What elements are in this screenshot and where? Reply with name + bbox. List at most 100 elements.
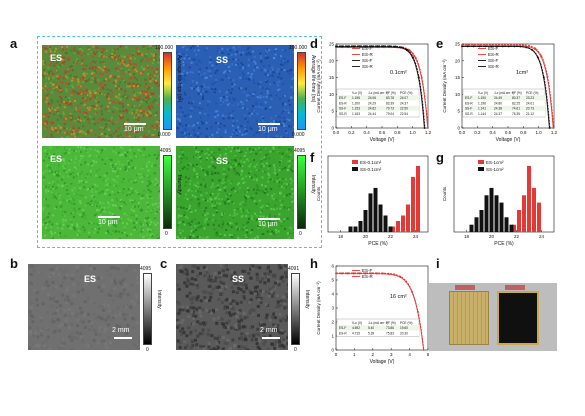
colorbar-title: Intensity <box>304 290 310 309</box>
series-point <box>540 55 543 57</box>
table-header: PCE (%) <box>400 91 412 95</box>
table-header: Vₒc (V) <box>352 321 362 325</box>
y-tick-label: 5 <box>331 109 334 114</box>
panel-letter-a: a <box>10 36 18 51</box>
series-point <box>467 45 469 48</box>
scale-text: 10 μm <box>258 221 278 228</box>
table-header: Jₛc (mA cm⁻²) <box>368 321 388 325</box>
series-point <box>534 47 537 50</box>
scalebar <box>98 216 120 218</box>
series-point <box>491 43 494 46</box>
panel-letter-b: b <box>10 256 18 271</box>
y-tick-label: 3 <box>331 306 334 311</box>
x-tick-label: 0.6 <box>505 130 512 135</box>
y-tick-label: 5 <box>331 278 334 283</box>
series-point <box>543 76 545 79</box>
bar <box>368 193 373 232</box>
map-label: ES <box>84 274 97 284</box>
series-line-ss-r <box>336 45 426 129</box>
y-tick-label: 2 <box>331 320 334 325</box>
bar <box>373 187 378 232</box>
lifetime-map-ss: SS 10 μm <box>176 45 294 138</box>
colorbar-max: 4091 <box>288 266 300 272</box>
scalebar <box>258 218 280 220</box>
series-point <box>496 45 498 48</box>
logo-left <box>455 285 475 290</box>
bar <box>474 217 479 232</box>
colorbar-max: 4095 <box>294 148 306 154</box>
macro-image-ss: SS 2 mm <box>176 264 288 350</box>
series-point <box>400 46 402 48</box>
bar <box>411 176 415 232</box>
bar <box>396 221 400 232</box>
colorbar-min: 0 <box>146 347 149 353</box>
bar <box>512 224 516 232</box>
x-tick-label: 0.0 <box>459 130 466 135</box>
table-header: FF (%) <box>386 91 396 95</box>
series-line-ss-r <box>462 45 551 129</box>
series-line-es-r <box>336 272 425 351</box>
table-row <box>463 105 545 111</box>
series-point <box>388 45 391 47</box>
series-point <box>513 45 516 48</box>
x-tick-label: 0.8 <box>520 130 527 135</box>
series-point <box>335 272 337 274</box>
table-cell: 75.35 <box>512 112 520 116</box>
panel-letter-i: i <box>436 256 440 271</box>
series-point <box>510 43 512 46</box>
table-cell: 1.190 <box>478 96 486 100</box>
legend-label: SS-R <box>488 64 500 69</box>
table-row <box>337 100 419 106</box>
series-point <box>421 76 423 79</box>
colorbar-lifetime-left <box>163 52 172 130</box>
annotation-label: 16 cm² <box>390 294 407 300</box>
scale-text: 10 μm <box>258 126 278 133</box>
x-tick-label: 24 <box>413 234 419 239</box>
table-cell: 75.83 <box>386 331 394 335</box>
x-tick-label: 2 <box>372 352 375 357</box>
x-tick-label: 0.4 <box>364 130 371 135</box>
x-tick-label: 20 <box>363 234 369 239</box>
table-cell: 24.29 <box>368 101 376 105</box>
table-cell: 79.73 <box>386 107 394 111</box>
legend-label: ES-R <box>362 52 374 57</box>
bar <box>522 195 526 232</box>
y-axis-label: Current Density (mA cm⁻²) <box>442 59 447 113</box>
annotation-label: 1cm² <box>516 70 528 76</box>
legend-label: ES-F <box>362 268 373 273</box>
y-axis-label: Current Density (mA cm⁻²) <box>316 59 321 113</box>
legend-label: ES-R <box>362 274 374 279</box>
series-point <box>525 46 528 49</box>
colorbar-intensity-left <box>163 155 172 229</box>
series-point <box>353 45 355 47</box>
bar <box>391 226 395 232</box>
x-tick-label: 0.8 <box>394 130 401 135</box>
table-cell: 82.25 <box>512 101 520 105</box>
series-point <box>537 56 539 59</box>
table-cell: 24.49 <box>494 96 502 100</box>
table-cell: 24.44 <box>368 112 376 116</box>
series-point <box>552 127 555 129</box>
table-cell: 79.04 <box>386 112 394 116</box>
table-cell: 24.80 <box>494 101 502 105</box>
y-tick-label: 20 <box>329 58 335 63</box>
table-cell: SS-F <box>339 107 346 111</box>
table-cell: 24.38 <box>494 107 502 111</box>
colorbar-c <box>291 273 300 345</box>
map-label: ES <box>50 53 63 63</box>
x-axis-label: PCE (%) <box>494 241 514 247</box>
logo-right <box>505 285 525 290</box>
series-line-es-f <box>336 273 425 351</box>
series-point <box>412 56 414 58</box>
bar <box>416 165 420 232</box>
series-point <box>519 45 522 48</box>
colorbar-title: Average life-time (ns) <box>176 55 182 103</box>
legend-label: SS-0.1cm² <box>360 167 382 172</box>
table-cell: 83.39 <box>386 101 394 105</box>
x-tick-label: 1.0 <box>536 130 543 135</box>
series-point <box>346 272 349 274</box>
table-cell: 20.30 <box>400 331 408 335</box>
map-label: SS <box>216 55 229 65</box>
scalebar <box>262 337 280 339</box>
legend-swatch <box>352 167 358 171</box>
